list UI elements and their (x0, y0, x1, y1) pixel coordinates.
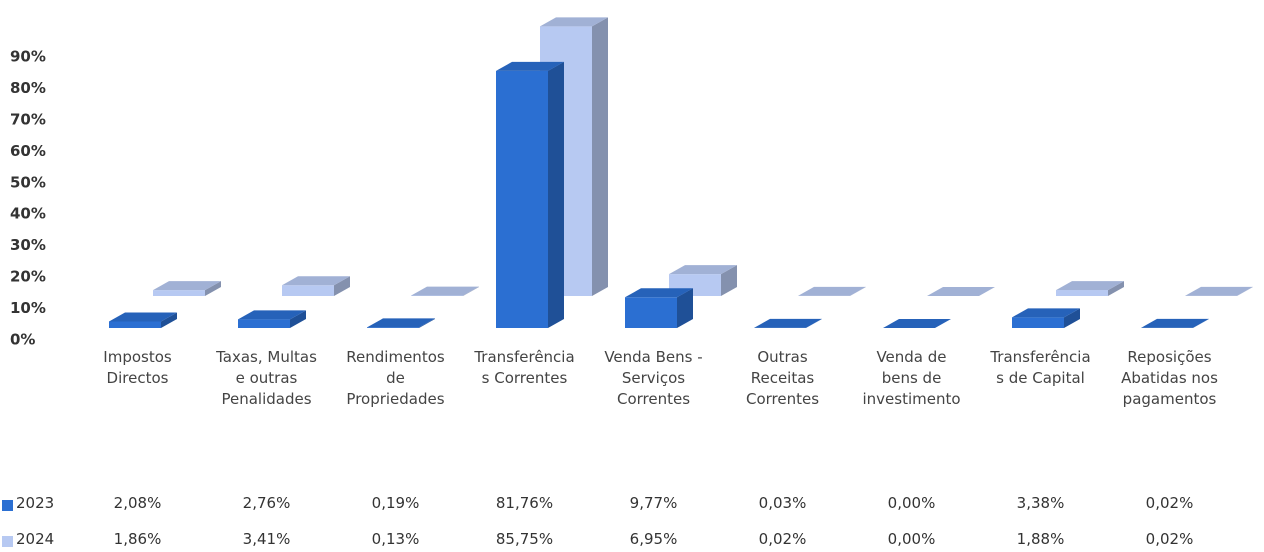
x-tick-label: Outras Receitas Correntes (745, 348, 820, 408)
bar-side (1193, 318, 1209, 328)
data-label: 1,86% (113, 530, 162, 548)
bar-side (677, 288, 693, 328)
bar-top (1012, 308, 1080, 318)
bar-top (109, 312, 177, 322)
bar-side (592, 17, 608, 296)
data-label: 0,03% (758, 494, 807, 512)
y-tick-label: 80% (10, 79, 46, 97)
bar-top (496, 61, 564, 71)
x-tick-label: Taxas, Multas e outras Penalidades (216, 348, 317, 408)
y-tick-label: 50% (10, 173, 46, 191)
legend-label: 2024 (16, 530, 55, 548)
bar-top (927, 287, 995, 296)
bar-top (883, 319, 951, 328)
bar-top (238, 310, 306, 320)
data-label: 85,75% (495, 530, 554, 548)
data-label: 0,02% (1145, 494, 1194, 512)
y-tick-label: 70% (10, 110, 46, 128)
bar (1056, 290, 1108, 296)
data-label: 0,02% (1145, 530, 1194, 548)
bar-top (1141, 318, 1209, 328)
y-tick-label: 60% (10, 142, 46, 160)
data-label: 3,38% (1016, 494, 1065, 512)
bar-top (669, 265, 737, 275)
legend-swatch (2, 536, 13, 547)
bar (367, 327, 419, 328)
data-label: 2,08% (113, 494, 162, 512)
bar-top (367, 318, 435, 328)
data-label: 0,02% (758, 530, 807, 548)
bar-side (548, 61, 564, 329)
data-label: 0,19% (371, 494, 420, 512)
bar (1012, 317, 1064, 328)
x-tick-label: Rendimentos de Propriedades (346, 348, 445, 408)
x-tick-label: Reposições Abatidas nos pagamentos (1121, 348, 1218, 408)
bar (496, 70, 548, 329)
x-tick-label: Venda Bens - Serviços Correntes (604, 348, 703, 408)
bar (282, 285, 334, 296)
data-label: 6,95% (629, 530, 678, 548)
x-tick-label: Impostos Directos (103, 348, 172, 387)
legend-label: 2023 (16, 494, 55, 512)
data-label: 2,76% (242, 494, 291, 512)
bar (238, 319, 290, 328)
bar-top (625, 288, 693, 298)
y-tick-label: 30% (10, 236, 46, 254)
legend-swatch (2, 500, 13, 511)
y-tick-label: 10% (10, 299, 46, 317)
x-tick-label: Transferências de Capital (990, 348, 1091, 387)
bar-top (1056, 281, 1124, 291)
x-tick-label: Venda de bens de investimento (862, 348, 961, 408)
bar-top (754, 318, 822, 328)
bar-side (806, 318, 822, 328)
bar-side (419, 318, 435, 328)
data-label: 9,77% (629, 494, 678, 512)
y-tick-label: 0% (10, 331, 35, 349)
bar-side (721, 265, 737, 296)
bar-top (540, 17, 608, 27)
bar-side (290, 310, 306, 328)
bar-top (798, 286, 866, 296)
data-label: 0,00% (887, 530, 936, 548)
y-tick-label: 90% (10, 48, 46, 66)
bar-side (1108, 281, 1124, 296)
bar-top (411, 286, 479, 296)
bar-top (1185, 286, 1253, 296)
y-tick-label: 20% (10, 268, 46, 286)
data-label: 3,41% (242, 530, 291, 548)
bar (109, 321, 161, 328)
bar-side (205, 281, 221, 296)
bar-side (334, 276, 350, 296)
data-label: 0,13% (371, 530, 420, 548)
data-label: 0,00% (887, 494, 936, 512)
bar (625, 297, 677, 328)
bar-top (153, 281, 221, 291)
y-tick-label: 40% (10, 205, 46, 223)
bar-top (282, 276, 350, 286)
bar-side (1237, 286, 1253, 296)
data-label: 1,88% (1016, 530, 1065, 548)
bar-side (1064, 308, 1080, 328)
bar-side (850, 286, 866, 296)
bar-side (161, 312, 177, 328)
data-label: 81,76% (495, 494, 554, 512)
x-tick-label: Transferências Correntes (474, 348, 575, 387)
bar (153, 290, 205, 296)
bar-side (463, 286, 479, 296)
